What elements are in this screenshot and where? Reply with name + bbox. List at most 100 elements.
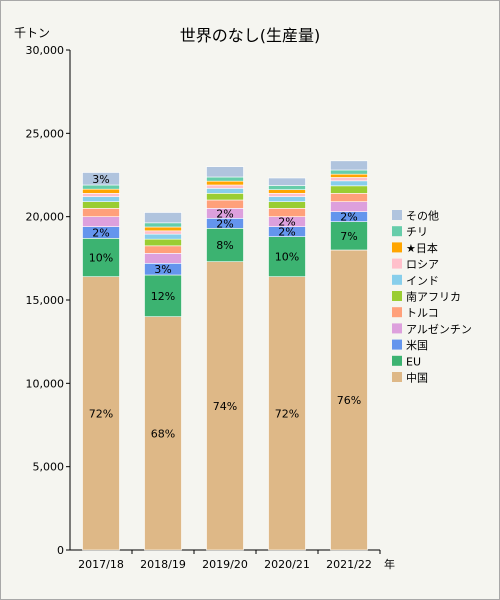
bar-segment: [206, 184, 244, 189]
bar-segment: [330, 173, 368, 178]
legend-swatch: [392, 242, 402, 253]
segment-percent-label: 10%: [275, 251, 299, 264]
segment-percent-label: 76%: [337, 394, 361, 407]
bar-segment: [144, 253, 182, 264]
bar-segment: [268, 196, 306, 202]
y-tick-label: 20,000: [26, 211, 65, 224]
x-axis-label: 年: [384, 557, 395, 571]
x-tick-label: 2017/18: [78, 558, 124, 571]
segment-percent-label: 2%: [278, 226, 295, 239]
bar-segment: [206, 166, 244, 178]
axes: 0 5,000 10,000 15,000 20,000 25,000 30,000 2017…: [26, 44, 396, 571]
bar-segment: [82, 193, 120, 197]
bar-segment: [268, 276, 306, 551]
bar-segment: [206, 228, 244, 262]
segment-percent-label: 2%: [92, 227, 109, 240]
y-tick-label: 0: [57, 544, 64, 557]
bar-segment: [144, 222, 182, 228]
bar-segment: [268, 236, 306, 277]
legend-label: ★日本: [406, 241, 438, 255]
bar-segment: [330, 249, 368, 551]
bar-segment: [82, 238, 120, 277]
bar-segment: [330, 160, 368, 171]
bar-segment: [330, 180, 368, 187]
segment-percent-label: 10%: [89, 252, 113, 265]
legend-label: 米国: [406, 339, 428, 352]
y-tick-label: 10,000: [26, 377, 65, 390]
bar-segment: [82, 188, 120, 194]
x-tick-label: 2021/22: [326, 558, 372, 571]
bar-segment: [268, 201, 306, 209]
segment-percent-label: 74%: [213, 400, 237, 413]
segment-percent-label: 68%: [151, 427, 175, 440]
bar-segment: [82, 196, 120, 202]
bar-segment: [330, 193, 368, 202]
legend-swatch: [392, 226, 402, 237]
bar-segment: [268, 185, 306, 190]
x-tick-label: 2018/19: [140, 558, 186, 571]
legend-swatch: [392, 291, 402, 301]
y-axis-unit-label: 千トン: [14, 26, 51, 40]
segment-percent-label: 2%: [216, 217, 233, 230]
bar-segment: [82, 208, 120, 217]
segment-percent-label: 3%: [154, 263, 171, 276]
bars: [82, 160, 368, 551]
legend-label: EU: [406, 355, 421, 368]
bar-segment: [144, 245, 182, 254]
legend-label: トルコ: [406, 307, 439, 320]
bar-segment: [206, 180, 244, 186]
data-labels: 72%10%2%3%68%12%3%74%8%2%2%72%10%2%2%76%…: [89, 173, 361, 441]
segment-percent-label: 72%: [89, 407, 113, 420]
legend-label: アルゼンチン: [406, 323, 472, 336]
bar-segment: [330, 221, 368, 251]
segment-percent-label: 8%: [216, 239, 233, 252]
x-tick-label: 2019/20: [202, 558, 248, 571]
segment-percent-label: 72%: [275, 407, 299, 420]
bar-segment: [144, 316, 182, 551]
y-tick-label: 25,000: [26, 127, 65, 140]
legend-swatch: [392, 210, 402, 220]
bar-segment: [206, 188, 244, 194]
bar-segment: [144, 233, 182, 240]
bar-segment: [144, 226, 182, 232]
legend-swatch: [392, 274, 402, 285]
legend-swatch: [392, 339, 402, 350]
segment-percent-label: 2%: [340, 211, 357, 224]
segment-percent-label: 2%: [216, 207, 233, 220]
bar-segment: [206, 193, 244, 201]
bar-segment: [268, 189, 306, 194]
bar-segment: [330, 177, 368, 182]
legend-swatch: [392, 355, 402, 366]
chart-title: 世界のなし(生産量): [179, 26, 321, 45]
bar-segment: [82, 201, 120, 209]
legend-label: その他: [406, 210, 439, 223]
bar-segment: [144, 230, 182, 235]
legend-swatch: [392, 323, 402, 334]
legend-swatch: [392, 258, 402, 269]
legend-label: 南アフリカ: [406, 291, 461, 304]
bar-segment: [330, 185, 368, 194]
x-tick-label: 2020/21: [264, 558, 310, 571]
legend-label: インド: [406, 274, 439, 287]
bar-segment: [82, 276, 120, 551]
legend-label: 中国: [406, 372, 428, 385]
bar-segment: [144, 212, 182, 224]
legend-swatch: [392, 372, 402, 382]
bar-segment: [144, 238, 182, 247]
y-tick-label: 5,000: [33, 461, 65, 474]
bar-segment: [330, 169, 368, 175]
bar-segment: [206, 176, 244, 182]
segment-percent-label: 7%: [340, 230, 357, 243]
segment-percent-label: 3%: [92, 173, 109, 186]
y-tick-label: 30,000: [26, 44, 65, 57]
bar-segment: [268, 193, 306, 197]
bar-segment: [144, 274, 182, 317]
bar-segment: [82, 216, 120, 227]
legend-label: チリ: [406, 226, 428, 239]
legend-swatch: [392, 307, 402, 318]
segment-percent-label: 2%: [278, 216, 295, 229]
bar-segment: [206, 261, 244, 551]
segment-percent-label: 12%: [151, 290, 175, 303]
